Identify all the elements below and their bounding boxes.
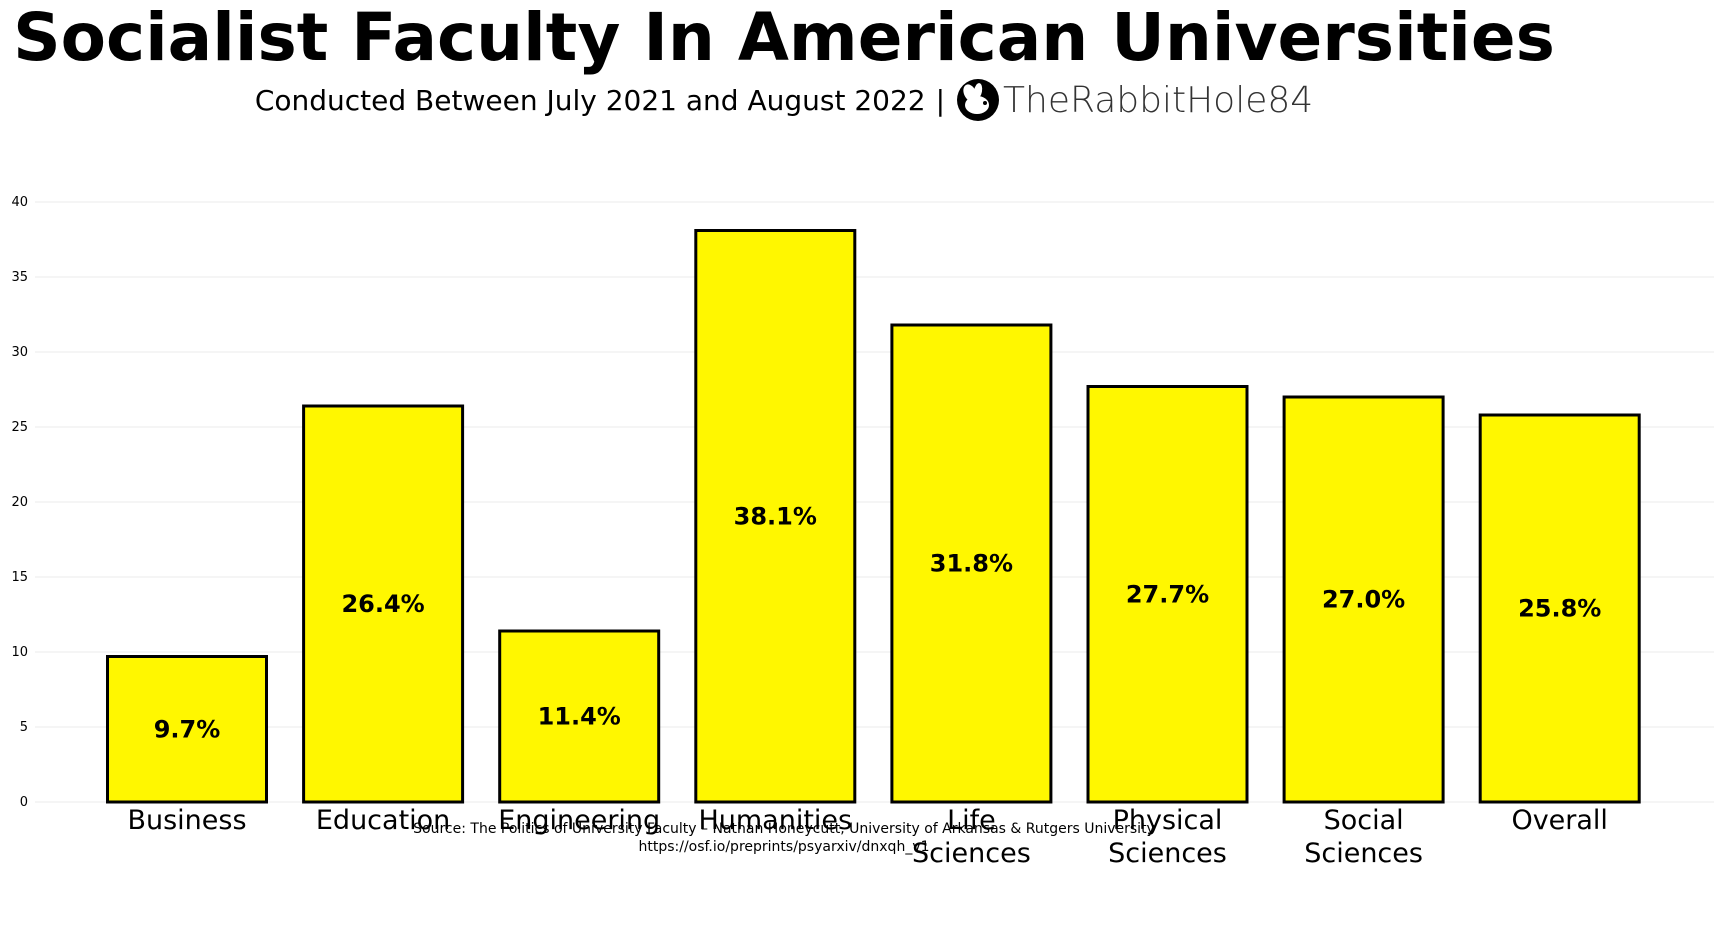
x-tick-label: Sciences xyxy=(912,838,1031,869)
chart-subtitle: Conducted Between July 2021 and August 2… xyxy=(254,83,926,117)
y-tick-label: 15 xyxy=(11,570,28,585)
y-tick-label: 10 xyxy=(11,645,28,660)
bar-data-label: 38.1% xyxy=(734,502,817,530)
y-tick-label: 30 xyxy=(11,345,28,360)
bar-4 xyxy=(890,323,1053,804)
gridlines xyxy=(35,201,1714,803)
source-url: https://osf.io/preprints/psyarxiv/dnxqh_… xyxy=(638,839,930,855)
y-tick-label: 25 xyxy=(11,420,28,435)
x-tick-label: Life xyxy=(947,805,996,836)
y-tick-label: 40 xyxy=(11,195,28,210)
bar-data-label: 25.8% xyxy=(1518,595,1601,623)
bar-3 xyxy=(694,229,857,804)
x-tick-label: Business xyxy=(127,805,246,836)
x-tick-label: Engineering xyxy=(498,805,660,836)
x-tick-label: Sciences xyxy=(1108,838,1227,869)
y-tick-label: 20 xyxy=(11,495,28,510)
y-tick-label: 0 xyxy=(20,795,28,810)
chart-title: Socialist Faculty In American Universiti… xyxy=(13,0,1555,76)
bar-7 xyxy=(1478,413,1641,804)
x-tick-label: Overall xyxy=(1511,805,1608,836)
bar-0 xyxy=(106,655,268,804)
bar-data-label: 11.4% xyxy=(538,703,621,731)
rabbit-hole-logo-icon xyxy=(957,79,1000,121)
bar-1 xyxy=(302,404,465,804)
bar-data-label: 27.0% xyxy=(1322,586,1405,614)
x-tick-label: Education xyxy=(316,805,450,836)
brand-name: TheRabbitHole84 xyxy=(1003,79,1314,121)
bar-data-label: 9.7% xyxy=(154,715,221,743)
y-tick-label: 5 xyxy=(20,720,28,735)
bars xyxy=(106,229,1641,804)
y-axis-ticks: 0 5 10 15 20 25 30 35 40 xyxy=(11,195,28,810)
x-axis-ticks: Business Education Engineering Humanities Li… xyxy=(127,805,1607,869)
bar-data-label: 26.4% xyxy=(341,590,424,618)
bar-2 xyxy=(498,629,661,804)
x-tick-label: Humanities xyxy=(698,805,852,836)
bar-5 xyxy=(1086,385,1249,804)
source-note: Source: The Politics of University Facul… xyxy=(0,820,1568,856)
subtitle-row: Conducted Between July 2021 and August 2… xyxy=(0,76,1568,124)
bar-data-label: 31.8% xyxy=(930,550,1013,578)
bar-data-label: 27.7% xyxy=(1126,580,1209,608)
x-tick-label: Social xyxy=(1324,805,1404,836)
x-tick-label: Sciences xyxy=(1304,838,1423,869)
subtitle-separator: | xyxy=(935,83,946,117)
y-tick-label: 35 xyxy=(11,270,28,285)
bar-data-labels: 9.7% 26.4% 11.4% 38.1% 31.8% 27.7% 27.0% 25.8% xyxy=(154,502,1602,743)
bar-6 xyxy=(1282,395,1445,804)
x-tick-label: Physical xyxy=(1113,805,1223,836)
source-text: Source: The Politics of University Facul… xyxy=(413,821,1155,837)
